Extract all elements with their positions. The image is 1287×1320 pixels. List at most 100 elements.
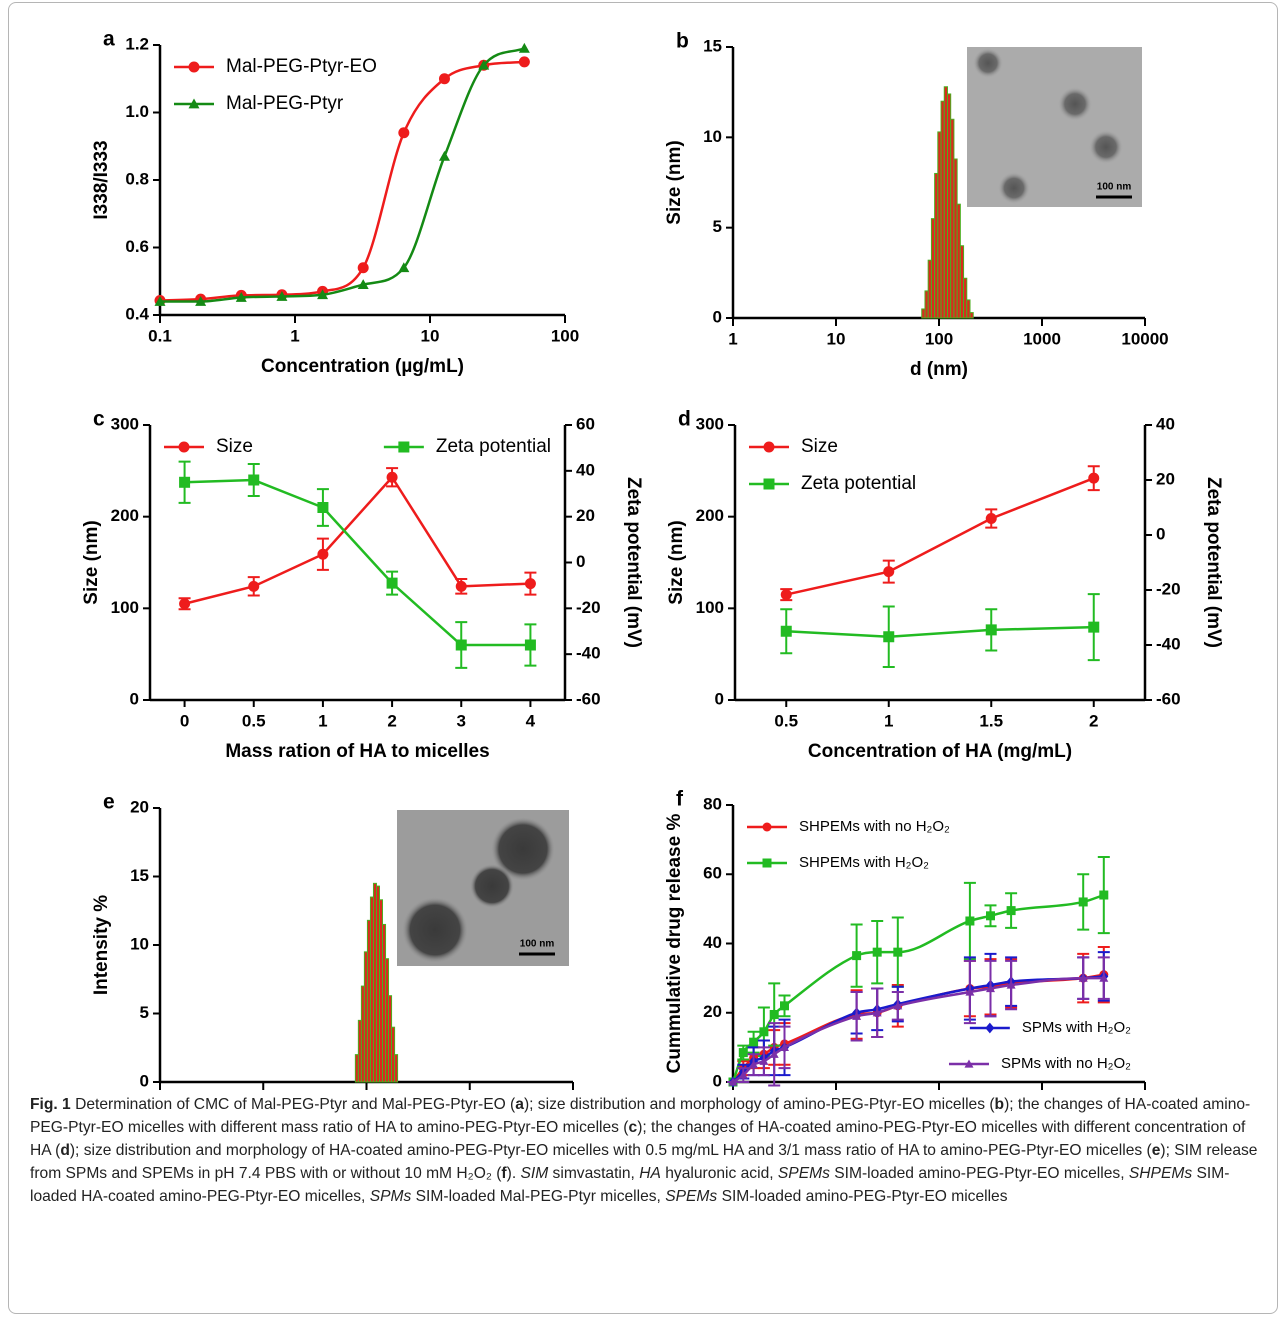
legend-marker bbox=[178, 441, 190, 453]
figure: 100 nm 100 nm a0.40.60.81.01.20.1 1 10 100C… bbox=[81, 28, 1224, 1090]
marker bbox=[317, 548, 329, 560]
y2-tick-label: 40 bbox=[1156, 414, 1175, 433]
x-tick-label: 100 bbox=[925, 329, 953, 348]
marker bbox=[965, 916, 975, 926]
marker bbox=[179, 598, 191, 610]
caption-bold: b bbox=[994, 1096, 1005, 1113]
caption-bold: e bbox=[1151, 1142, 1161, 1159]
legend-label: SPMs with H₂O₂ bbox=[1022, 1019, 1131, 1036]
y-tick-label: 10 bbox=[130, 934, 149, 953]
marker bbox=[438, 150, 450, 161]
marker bbox=[317, 289, 329, 300]
marker bbox=[248, 474, 260, 486]
y-tick-label: 100 bbox=[696, 598, 724, 617]
y2-tick-label: 0 bbox=[576, 552, 585, 571]
marker bbox=[738, 1048, 748, 1058]
caption-text: ); the changes of HA-coated amino-PEG-Pt… bbox=[30, 1119, 1246, 1159]
marker bbox=[455, 639, 467, 651]
caption-bold: f bbox=[501, 1165, 507, 1182]
y-tick-label: 5 bbox=[140, 1003, 149, 1022]
panel-c: c 0 100 200 300 -60 -40 -20 0 20 40 60 0 0.5 1 2 3 4 Mass … bbox=[81, 408, 644, 762]
histogram-bar bbox=[966, 299, 971, 319]
caption-bold: c bbox=[628, 1119, 638, 1136]
legend-label: Mal-PEG-Ptyr-EO bbox=[226, 56, 377, 77]
inset-image-e: 100 nm bbox=[397, 810, 569, 966]
panel-d: d 0 100 200 300 -60 -40 -20 0 20 40 0.5 1 1.5 2 Concent… bbox=[666, 408, 1224, 762]
panel-label: b bbox=[676, 30, 689, 53]
caption-italic: SHPEMs bbox=[1128, 1165, 1193, 1182]
y-tick-label: 80 bbox=[703, 794, 722, 813]
marker bbox=[985, 513, 997, 524]
marker bbox=[883, 631, 895, 643]
scale-label: 100 nm bbox=[520, 939, 555, 950]
marker bbox=[386, 471, 398, 483]
marker bbox=[357, 262, 369, 274]
marker bbox=[769, 1009, 779, 1019]
y-tick-label: 20 bbox=[130, 797, 149, 816]
x-tick-label: 10000 bbox=[1121, 329, 1168, 348]
marker bbox=[986, 911, 995, 921]
x-tick-label: 0.5 bbox=[242, 711, 266, 730]
marker bbox=[438, 73, 450, 85]
series-line bbox=[731, 893, 1105, 1083]
marker bbox=[728, 1077, 738, 1086]
y-tick-label: 200 bbox=[696, 506, 724, 525]
caption-text: Determination of CMC of Mal-PEG-Ptyr and… bbox=[70, 1096, 516, 1113]
caption-text: SIM-loaded amino-PEG-Ptyr-EO micelles bbox=[717, 1188, 1008, 1205]
y-tick-label: 0 bbox=[715, 689, 724, 708]
marker bbox=[524, 639, 536, 651]
x-tick-label: 0 bbox=[180, 711, 189, 730]
caption-text: ); SIM release from SPMs and SPEMs in pH… bbox=[30, 1142, 1258, 1182]
y2-axis-title: Zeta potential (mV) bbox=[623, 477, 644, 648]
y-tick-label: 0.8 bbox=[125, 169, 149, 188]
y-tick-label: 0.6 bbox=[125, 237, 149, 256]
caption-italic: SPEMs bbox=[777, 1165, 830, 1182]
x-tick-label: 10 bbox=[827, 329, 846, 348]
particle bbox=[973, 48, 1003, 78]
legend-marker bbox=[762, 858, 772, 868]
series-line bbox=[786, 625, 1094, 639]
marker bbox=[1099, 973, 1109, 982]
marker bbox=[986, 984, 995, 993]
x-tick-label: 2 bbox=[1089, 711, 1098, 730]
series-line bbox=[159, 60, 525, 302]
panel-e: e05101520110100100010000d (nm)Intensity … bbox=[91, 791, 574, 1090]
legend-label: Mal-PEG-Ptyr bbox=[226, 93, 344, 114]
legend-marker bbox=[398, 441, 410, 453]
x-tick-label: 2 bbox=[387, 711, 396, 730]
histogram-bar bbox=[963, 277, 968, 319]
y2-tick-label: -40 bbox=[576, 644, 601, 663]
x-tick-label: 0.5 bbox=[774, 711, 798, 730]
legend-marker bbox=[188, 98, 200, 109]
x-tick-label: 1 bbox=[884, 711, 893, 730]
x-axis-title: d (nm) bbox=[910, 359, 968, 380]
legend-marker bbox=[985, 1022, 995, 1034]
panel-label: d bbox=[678, 408, 691, 431]
marker bbox=[1006, 906, 1016, 916]
y2-tick-label: 60 bbox=[576, 414, 595, 433]
x-axis-title: Concentration (µg/mL) bbox=[261, 356, 464, 377]
y-axis-title: Size (nm) bbox=[666, 520, 687, 604]
scale-label: 100 nm bbox=[1097, 182, 1132, 193]
y2-tick-label: 40 bbox=[576, 460, 595, 479]
y2-tick-label: 0 bbox=[1156, 524, 1165, 543]
series-line bbox=[184, 475, 531, 605]
y2-tick-label: -20 bbox=[1156, 579, 1181, 598]
x-tick-label: 3 bbox=[457, 711, 466, 730]
y-tick-label: 15 bbox=[130, 866, 149, 885]
caption: Fig. 1 Determination of CMC of Mal-PEG-P… bbox=[30, 1093, 1262, 1208]
y-axis-title: Size (nm) bbox=[664, 140, 685, 224]
caption-text: SIM-loaded amino-PEG-Ptyr-EO micelles, bbox=[829, 1165, 1129, 1182]
y2-tick-label: 20 bbox=[1156, 469, 1175, 488]
marker bbox=[1088, 621, 1100, 633]
legend-label: Size bbox=[216, 436, 253, 457]
y-tick-label: 300 bbox=[111, 414, 139, 433]
y-axis-title: Intensity % bbox=[91, 895, 112, 995]
legend-label: Zeta potential bbox=[801, 473, 916, 494]
legend-label: SHPEMs with no H₂O₂ bbox=[799, 818, 950, 835]
marker bbox=[985, 624, 997, 636]
caption-text: ); the changes of HA-coated amino-PEG-Pt… bbox=[30, 1096, 1251, 1136]
y-axis-title: I338/I333 bbox=[91, 140, 112, 219]
y-axis-title: Cummulative drug release % bbox=[664, 814, 685, 1074]
caption-text: ); size distribution and morphology of H… bbox=[69, 1142, 1152, 1159]
